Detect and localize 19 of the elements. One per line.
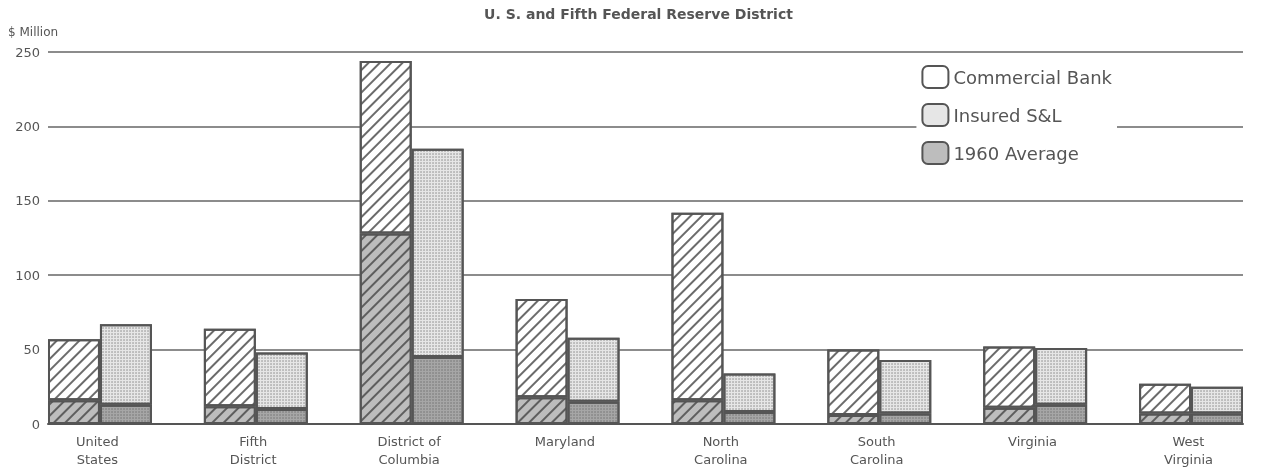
legend-label: 1960 Average: [953, 142, 1079, 164]
y-tick-label: 250: [15, 44, 40, 60]
x-tick-label: South Carolina: [849, 433, 904, 467]
x-tick-label: Virginia: [1008, 433, 1058, 449]
y-tick-label: 50: [23, 342, 40, 358]
x-tick-label: Fifth District: [229, 433, 277, 467]
x-tick-label: District of Columbia: [377, 433, 442, 467]
legend-label: Commercial Bank: [953, 66, 1113, 88]
chart-title: U. S. and Fifth Federal Reserve District: [484, 6, 794, 22]
y-tick-label: 150: [15, 193, 40, 209]
y-tick-label: 100: [15, 267, 40, 283]
y-axis-title: $ Million: [8, 25, 59, 39]
y-tick-label: 0: [31, 416, 40, 432]
x-tick-label: United States: [76, 433, 119, 467]
x-tick-label: Maryland: [534, 433, 596, 449]
y-tick-label: 200: [15, 118, 40, 134]
x-tick-label: North Carolina: [694, 433, 748, 467]
legend-label: Insured S&L: [953, 104, 1062, 126]
x-tick-label: West Virginia: [1163, 433, 1213, 467]
